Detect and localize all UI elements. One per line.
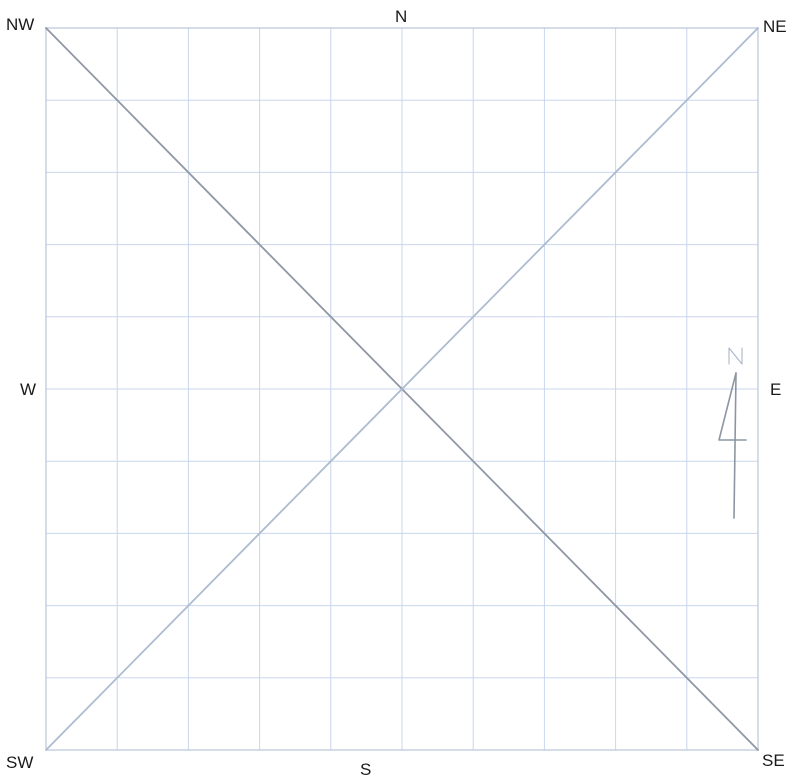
label-s: S bbox=[360, 760, 371, 776]
grid-frame bbox=[45, 27, 759, 751]
north-arrow-shape-icon bbox=[718, 372, 747, 441]
north-arrow-shaft-icon bbox=[733, 372, 737, 519]
label-ne: NE bbox=[763, 17, 787, 36]
label-n: N bbox=[395, 7, 407, 26]
label-nw: NW bbox=[6, 15, 34, 34]
north-arrow-icon bbox=[718, 347, 747, 519]
label-w: W bbox=[20, 380, 36, 399]
label-se: SE bbox=[762, 751, 785, 770]
label-sw: SW bbox=[6, 753, 33, 772]
north-arrow-letter-icon bbox=[728, 347, 743, 365]
label-e: E bbox=[770, 380, 781, 399]
diagonal-sw-ne bbox=[45, 27, 759, 751]
